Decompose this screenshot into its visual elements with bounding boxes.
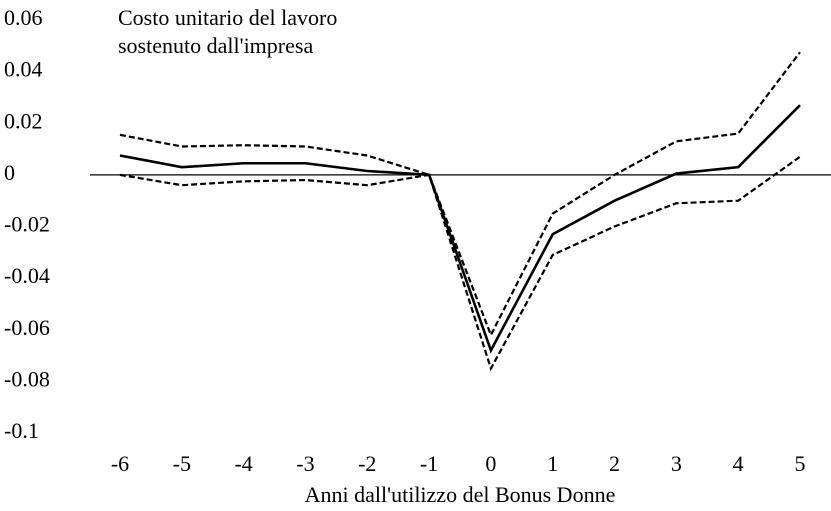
- x-tick-label: 2: [609, 451, 620, 476]
- y-tick-label: -0.1: [4, 418, 39, 443]
- annotation-line: sostenuto dall'impresa: [118, 33, 313, 58]
- x-tick-label: 0: [485, 451, 496, 476]
- x-tick-label: 1: [547, 451, 558, 476]
- x-tick-label: -1: [420, 451, 438, 476]
- x-tick-label: 3: [671, 451, 682, 476]
- confidence-line: [119, 51, 801, 338]
- x-axis-label: Anni dall'utilizzo del Bonus Donne: [305, 482, 616, 507]
- x-tick-label: 5: [795, 451, 806, 476]
- x-tick-label: -3: [296, 451, 314, 476]
- x-tick-label: -4: [234, 451, 252, 476]
- x-tick-label: -6: [111, 451, 129, 476]
- confidence-line: [119, 155, 801, 372]
- y-tick-label: -0.02: [4, 212, 50, 237]
- y-tick-label: -0.04: [4, 263, 50, 288]
- x-tick-label: -2: [358, 451, 376, 476]
- y-tick-label: -0.06: [4, 315, 50, 340]
- y-tick-label: 0.06: [4, 5, 43, 30]
- y-tick-label: 0.02: [4, 108, 43, 133]
- y-tick-label: 0.04: [4, 57, 43, 82]
- estimate-line: [119, 104, 801, 354]
- x-tick-label: -5: [173, 451, 191, 476]
- annotation-line: Costo unitario del lavoro: [118, 5, 337, 30]
- y-tick-label: 0: [4, 160, 15, 185]
- x-tick-label: 4: [733, 451, 744, 476]
- y-tick-label: -0.08: [4, 366, 50, 391]
